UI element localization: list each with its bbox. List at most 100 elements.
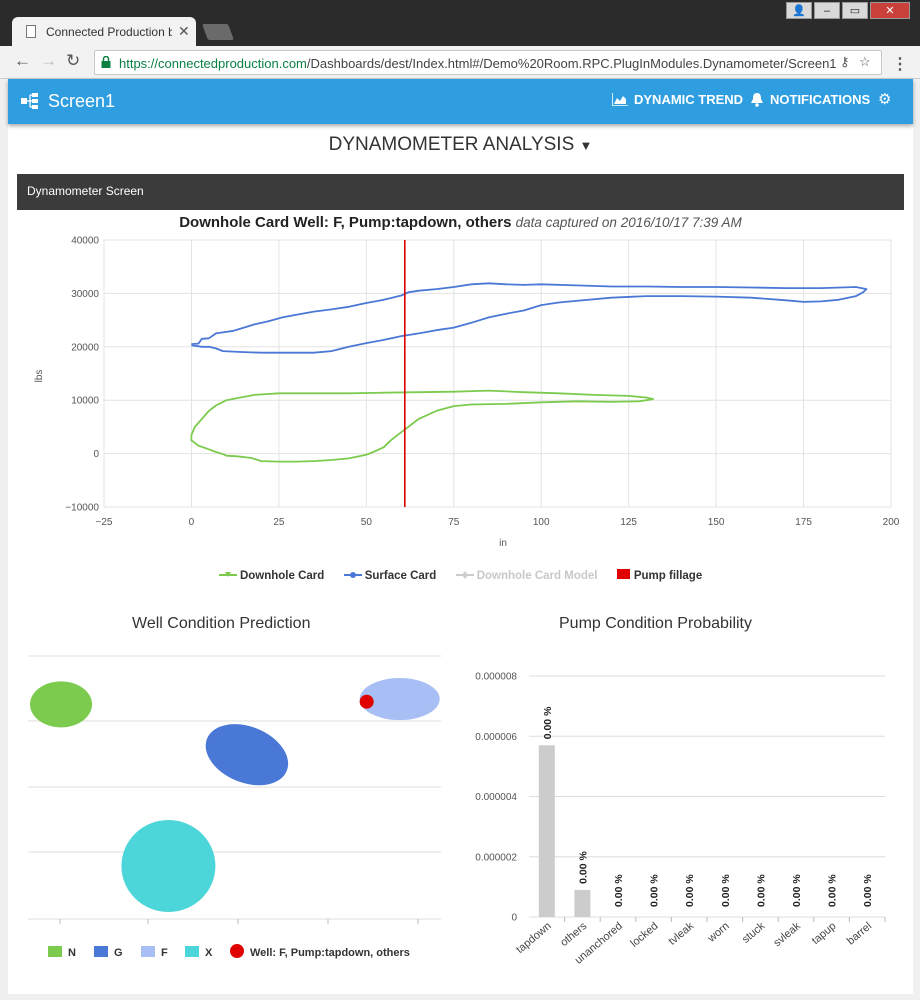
profile-icon[interactable]: 👤 xyxy=(786,2,812,19)
card-chart-title: Downhole Card Well: F, Pump:tapdown, oth… xyxy=(8,214,913,231)
bar-data-label: 0.00 % xyxy=(542,706,554,739)
y-tick-label: 30000 xyxy=(71,289,99,300)
notifications-label: NOTIFICATIONS xyxy=(770,92,871,107)
bell-icon xyxy=(751,93,763,107)
forward-arrow-icon[interactable]: → xyxy=(40,51,57,70)
dynamic-trend-button[interactable]: DYNAMIC TREND xyxy=(612,92,743,107)
x-tick-label: 150 xyxy=(708,517,725,528)
bubble-x[interactable] xyxy=(121,820,216,912)
caret-down-icon: ▼ xyxy=(579,138,593,153)
sitemap-icon[interactable] xyxy=(21,93,39,109)
y-tick-label: 20000 xyxy=(71,342,99,353)
browser-tab[interactable]: Connected Production b ✕ xyxy=(12,17,196,46)
lock-icon xyxy=(101,56,111,68)
bar-tapdown[interactable] xyxy=(538,745,555,917)
x-tick-label: 200 xyxy=(883,517,900,528)
url-path: /Dashboards/dest/Index.html#/Demo%20Room… xyxy=(306,56,837,71)
downhole-card-series[interactable] xyxy=(190,389,655,463)
bar-data-label: 0.00 % xyxy=(755,874,767,907)
legend-label: Downhole Card xyxy=(239,570,325,582)
pump-chart-title: Pump Condition Probability xyxy=(559,615,752,632)
legend-n-swatch xyxy=(48,946,62,957)
pump-condition-chart: 0.000008 0.000006 0.000004 0.000002 0 0.00 %… xyxy=(475,672,886,967)
legend-g[interactable]: G xyxy=(114,947,123,959)
pump-y-tick-label: 0.000008 xyxy=(475,672,517,683)
legend-x[interactable]: X xyxy=(205,947,213,959)
x-axis-label: in xyxy=(499,538,507,549)
pump-y-tick-label: 0.000002 xyxy=(475,852,517,863)
legend-pump-fillage[interactable]: Pump fillage xyxy=(616,569,703,582)
bar-data-label: 0.00 % xyxy=(577,851,589,884)
back-arrow-icon[interactable]: ← xyxy=(14,51,31,70)
browser-toolbar: ← → ↻ https://connectedproduction.com/Da… xyxy=(0,46,920,79)
well-marker[interactable] xyxy=(359,694,374,709)
legend-downhole-card[interactable]: Downhole Card xyxy=(218,570,328,582)
y-tick-label: 10000 xyxy=(71,396,99,407)
bar-data-label: 0.00 % xyxy=(791,874,803,907)
legend-f[interactable]: F xyxy=(161,947,168,959)
page-title-dropdown[interactable]: DYNAMOMETER ANALYSIS ▼ xyxy=(8,134,913,156)
well-condition-chart: N G F X Well: F, Pump:tapdown, others xyxy=(28,655,441,959)
y-tick-label: −10000 xyxy=(65,503,99,514)
bar-data-label: 0.00 % xyxy=(613,874,625,907)
new-tab-button[interactable] xyxy=(202,24,234,40)
well-chart-title: Well Condition Prediction xyxy=(132,615,311,632)
x-tick-label: −25 xyxy=(96,517,113,528)
legend-well-marker xyxy=(230,944,244,958)
blue-line-marker-icon xyxy=(343,572,362,578)
x-tick-label: 50 xyxy=(361,517,373,528)
green-line-marker-icon xyxy=(218,572,237,577)
document-icon xyxy=(26,25,36,38)
reload-icon[interactable]: ↻ xyxy=(66,51,81,70)
legend-label: Pump fillage xyxy=(633,570,703,582)
red-square-marker-icon xyxy=(616,569,630,579)
legend-g-swatch xyxy=(94,946,108,957)
category-label: tvleak xyxy=(666,920,696,948)
bar-data-label: 0.00 % xyxy=(862,874,874,907)
bookmark-star-icon[interactable]: ☆ xyxy=(859,54,871,69)
gray-line-marker-icon xyxy=(455,571,474,579)
x-tick-label: 100 xyxy=(533,517,550,528)
legend-x-swatch xyxy=(185,946,199,957)
key-icon[interactable]: ⚷ xyxy=(840,54,850,69)
bubble-f[interactable] xyxy=(359,678,440,721)
category-label: tapup xyxy=(810,920,839,947)
y-tick-label: 40000 xyxy=(71,236,99,247)
legend-downhole-card-model[interactable]: Downhole Card Model xyxy=(455,570,601,582)
window-controls: 👤 – ▭ ✕ xyxy=(786,2,910,19)
maximize-button[interactable]: ▭ xyxy=(842,2,868,19)
y-axis-label: lbs xyxy=(34,370,45,383)
browser-menu-icon[interactable]: ⋮ xyxy=(892,56,908,73)
screen-name[interactable]: Screen1 xyxy=(48,91,116,111)
category-label: stuck xyxy=(740,920,768,946)
y-tick-label: 0 xyxy=(93,449,99,460)
notifications-button[interactable]: NOTIFICATIONS xyxy=(750,92,870,107)
legend-surface-card[interactable]: Surface Card xyxy=(343,570,440,582)
x-tick-label: 25 xyxy=(273,517,285,528)
category-label: locked xyxy=(628,920,660,950)
dynamometer-card-chart: −25 0 25 50 75 100 125 150 175 200 40000 30000 20000… xyxy=(34,236,900,550)
category-label: tapdown xyxy=(514,920,554,956)
bar-data-label: 0.00 % xyxy=(720,874,732,907)
gear-icon[interactable]: ⚙ xyxy=(878,91,892,108)
minimize-button[interactable]: – xyxy=(814,2,840,19)
legend-well[interactable]: Well: F, Pump:tapdown, others xyxy=(250,947,410,959)
capture-timestamp: data captured on 2016/10/17 7:39 AM xyxy=(515,215,742,230)
x-tick-label: 0 xyxy=(189,517,195,528)
surface-card-series[interactable] xyxy=(191,282,868,354)
category-label: svleak xyxy=(771,920,803,950)
legend-n[interactable]: N xyxy=(68,947,76,959)
bar-others[interactable] xyxy=(574,889,591,917)
bar-data-label: 0.00 % xyxy=(827,874,839,907)
category-label: others xyxy=(558,920,590,949)
browser-titlebar: Connected Production b ✕ 👤 – ▭ ✕ xyxy=(0,0,920,46)
address-bar[interactable]: https://connectedproduction.com/Dashboar… xyxy=(94,50,882,75)
app-content: Screen1 DYNAMIC TREND NOTIFICATIONS ⚙ DY… xyxy=(8,79,913,994)
close-window-button[interactable]: ✕ xyxy=(870,2,910,19)
legend-label: Surface Card xyxy=(364,570,437,582)
bubble-g[interactable] xyxy=(197,713,298,797)
close-tab-icon[interactable]: ✕ xyxy=(178,23,190,39)
bar-data-label: 0.00 % xyxy=(649,874,661,907)
pump-y-tick-label: 0 xyxy=(511,913,517,924)
bubble-n[interactable] xyxy=(30,681,93,728)
